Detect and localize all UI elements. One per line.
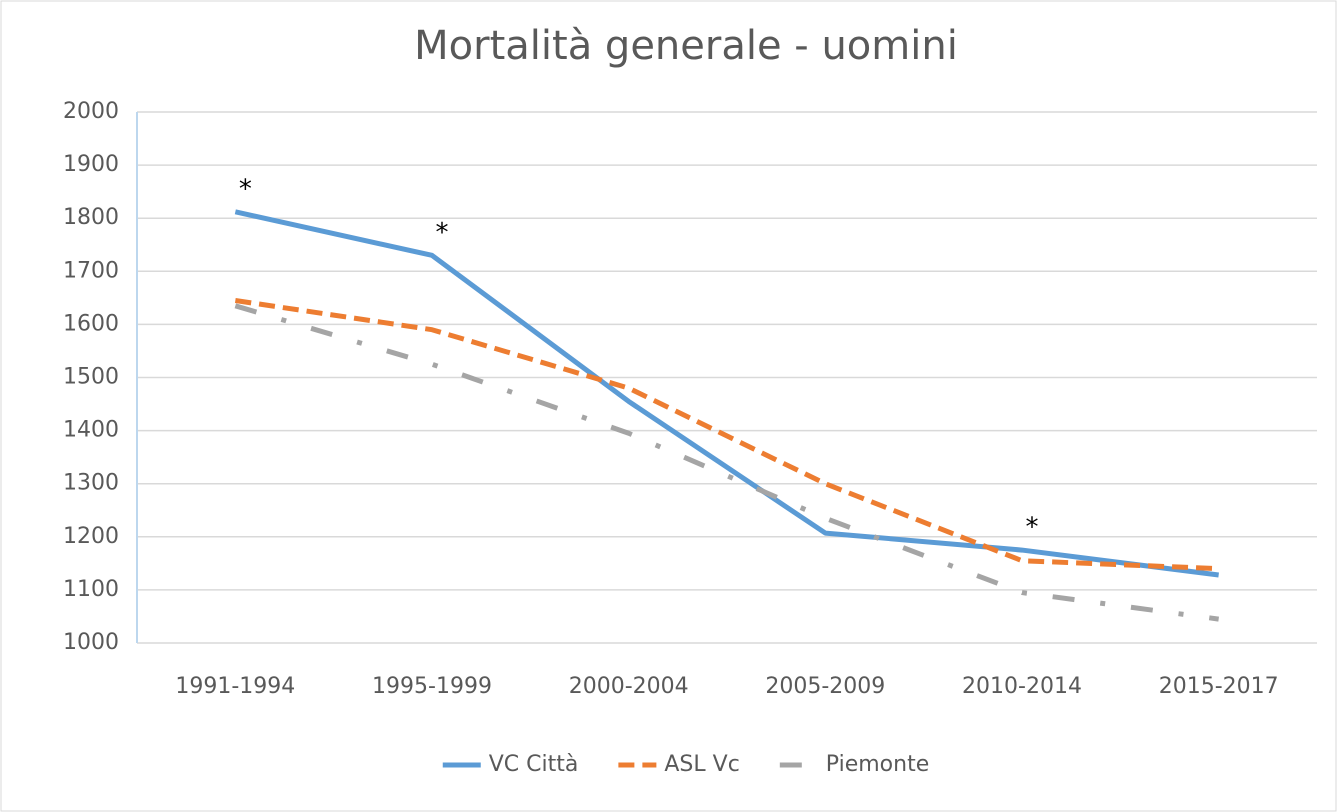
annotation: * <box>1026 513 1039 543</box>
legend-label: VC Città <box>489 752 579 777</box>
chart-title: Mortalità generale - uomini <box>414 23 958 69</box>
y-tick-label: 1800 <box>63 205 119 230</box>
annotation: * <box>436 218 449 248</box>
x-tick-label: 1995-1999 <box>372 674 492 699</box>
legend: VC Città ASL Vc Piemonte <box>442 752 929 777</box>
x-tick-label: 2015-2017 <box>1159 674 1279 699</box>
x-tick-label: 2000-2004 <box>569 674 689 699</box>
y-tick-label: 1900 <box>63 152 119 177</box>
y-tick-label: 1600 <box>63 311 119 336</box>
y-tick-label: 1100 <box>63 577 119 602</box>
y-tick-label: 1400 <box>63 418 119 443</box>
y-tick-label: 1000 <box>63 630 119 655</box>
x-tick-label: 2010-2014 <box>962 674 1082 699</box>
y-tick-label: 1300 <box>63 471 119 496</box>
x-tick-label: 1991-1994 <box>175 674 295 699</box>
annotation: * <box>239 174 252 204</box>
y-tick-label: 2000 <box>63 99 119 124</box>
series-line <box>234 298 1219 572</box>
y-tick-label: 1700 <box>63 258 119 283</box>
x-tick-label: 2005-2009 <box>765 674 885 699</box>
y-tick-label: 1200 <box>63 524 119 549</box>
y-tick-label: 1500 <box>63 365 119 390</box>
series-line <box>234 303 1220 622</box>
legend-label: ASL Vc <box>664 752 739 777</box>
series-line <box>234 209 1219 578</box>
legend-label: Piemonte <box>826 752 929 777</box>
